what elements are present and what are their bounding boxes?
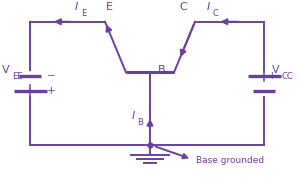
Text: B: B — [158, 65, 165, 75]
Text: E: E — [81, 9, 86, 18]
Text: −: − — [268, 86, 276, 96]
Text: Base grounded: Base grounded — [196, 156, 265, 165]
Text: V: V — [272, 65, 280, 75]
Text: EE: EE — [12, 72, 22, 81]
Text: E: E — [106, 2, 113, 12]
Text: CC: CC — [282, 72, 294, 81]
Text: +: + — [47, 86, 56, 96]
Text: C: C — [212, 9, 218, 18]
Text: I: I — [132, 111, 135, 121]
Text: I: I — [207, 2, 210, 12]
Text: V: V — [2, 65, 10, 75]
Text: I: I — [75, 2, 78, 12]
Text: C: C — [179, 2, 187, 12]
Text: B: B — [137, 118, 143, 127]
Text: −: − — [46, 71, 55, 81]
Text: +: + — [268, 71, 276, 81]
